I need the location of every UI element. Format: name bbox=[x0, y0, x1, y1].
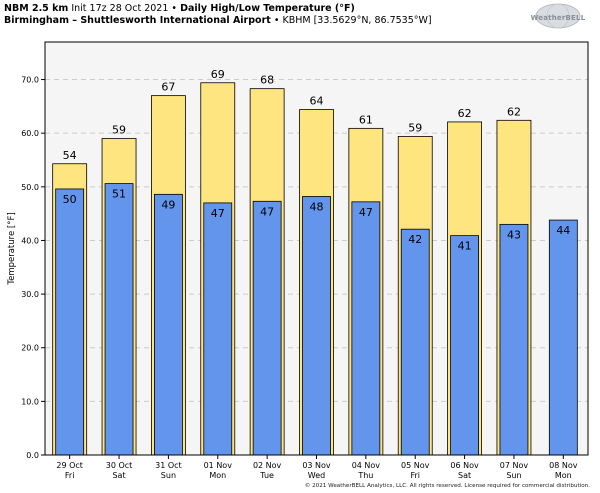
x-tick-date: 30 Oct bbox=[106, 461, 133, 470]
high-label: 54 bbox=[63, 149, 77, 162]
low-bar bbox=[104, 183, 134, 456]
y-tick-label: 20.0 bbox=[21, 344, 39, 353]
bars bbox=[52, 82, 578, 456]
init-time: Init 17z 28 Oct 2021 bbox=[71, 3, 169, 14]
low-bar bbox=[252, 200, 282, 456]
x-tick-date: 02 Nov bbox=[253, 461, 282, 470]
low-label: 48 bbox=[310, 200, 324, 213]
y-tick-label: 40.0 bbox=[21, 236, 39, 245]
y-tick-label: 50.0 bbox=[21, 183, 39, 192]
copyright-notice: © 2021 WeatherBELL Analytics, LLC. All r… bbox=[304, 483, 590, 489]
y-axis-label: Temperature [°F] bbox=[7, 212, 17, 285]
model-name: NBM 2.5 km bbox=[4, 3, 69, 14]
y-axis: 0.0 10.0 20.0 30.0 40.0 50.0 60.0 70.0 bbox=[21, 76, 45, 460]
y-tick-label: 10.0 bbox=[21, 397, 39, 406]
x-tick-day: Sat bbox=[112, 471, 125, 480]
x-tick-date: 29 Oct bbox=[56, 461, 83, 470]
low-bar bbox=[499, 223, 529, 456]
logo-globe-icon bbox=[535, 3, 581, 29]
x-tick-day: Fri bbox=[65, 471, 75, 480]
high-label: 61 bbox=[359, 113, 373, 126]
low-bar bbox=[203, 202, 233, 456]
high-label: 67 bbox=[161, 81, 175, 94]
y-tick-label: 60.0 bbox=[21, 129, 39, 138]
high-label: 69 bbox=[211, 68, 225, 81]
product-name: Daily High/Low Temperature (°F) bbox=[180, 3, 355, 14]
x-tick-date: 07 Nov bbox=[500, 461, 529, 470]
low-bar bbox=[548, 219, 578, 456]
x-tick-day: Wed bbox=[308, 471, 325, 480]
low-bar bbox=[154, 193, 183, 456]
chart-subtitle: Birmingham – Shuttlesworth International… bbox=[4, 15, 432, 27]
separator: • bbox=[273, 15, 280, 26]
separator: • bbox=[171, 3, 178, 14]
high-label: 59 bbox=[112, 124, 126, 137]
x-tick-date: 08 Nov bbox=[549, 461, 578, 470]
low-label: 51 bbox=[112, 188, 126, 201]
low-label: 41 bbox=[458, 240, 472, 253]
x-tick-day: Sat bbox=[458, 471, 471, 480]
x-tick-day: Sun bbox=[506, 471, 521, 480]
low-bar bbox=[351, 201, 381, 456]
logo-text: WeatherBELL bbox=[530, 14, 586, 22]
low-label: 44 bbox=[556, 224, 570, 237]
low-label: 47 bbox=[211, 207, 225, 220]
y-tick-label: 30.0 bbox=[21, 290, 39, 299]
x-tick-date: 03 Nov bbox=[302, 461, 331, 470]
station-info: KBHM [33.5629°N, 86.7535°W] bbox=[282, 15, 432, 26]
x-tick-day: Fri bbox=[410, 471, 420, 480]
plot-frame bbox=[44, 41, 589, 456]
chart-title: NBM 2.5 km Init 17z 28 Oct 2021 • Daily … bbox=[4, 3, 355, 15]
high-label: 68 bbox=[260, 74, 274, 87]
low-bar bbox=[302, 196, 331, 456]
low-label: 43 bbox=[507, 228, 521, 241]
low-label: 47 bbox=[260, 205, 274, 218]
low-label: 49 bbox=[161, 198, 175, 211]
y-tick-label: 0.0 bbox=[26, 451, 39, 460]
x-tick-date: 04 Nov bbox=[352, 461, 381, 470]
weatherbell-logo: WeatherBELL bbox=[528, 2, 588, 38]
high-label: 62 bbox=[458, 107, 472, 120]
x-tick-day: Mon bbox=[555, 471, 572, 480]
x-tick-date: 06 Nov bbox=[450, 461, 479, 470]
x-tick-day: Mon bbox=[209, 471, 226, 480]
low-label: 50 bbox=[63, 193, 77, 206]
low-bar bbox=[450, 235, 479, 456]
x-tick-day: Tue bbox=[259, 471, 274, 480]
low-bar bbox=[400, 228, 430, 456]
x-tick-date: 31 Oct bbox=[155, 461, 182, 470]
x-tick-date: 01 Nov bbox=[204, 461, 233, 470]
data-labels: 54 50 59 51 67 49 69 47 68 47 64 48 61 47 59 42 62 41 62 43… bbox=[63, 68, 571, 253]
low-bar bbox=[55, 188, 85, 456]
low-label: 47 bbox=[359, 206, 373, 219]
x-tick-date: 05 Nov bbox=[401, 461, 430, 470]
high-label: 62 bbox=[507, 105, 521, 118]
high-label: 64 bbox=[310, 95, 324, 108]
x-tick-day: Sun bbox=[161, 471, 176, 480]
x-tick-day: Thu bbox=[357, 471, 373, 480]
low-label: 42 bbox=[408, 233, 422, 246]
y-tick-label: 70.0 bbox=[21, 76, 39, 85]
high-label: 59 bbox=[408, 121, 422, 134]
location-name: Birmingham – Shuttlesworth International… bbox=[4, 15, 271, 26]
